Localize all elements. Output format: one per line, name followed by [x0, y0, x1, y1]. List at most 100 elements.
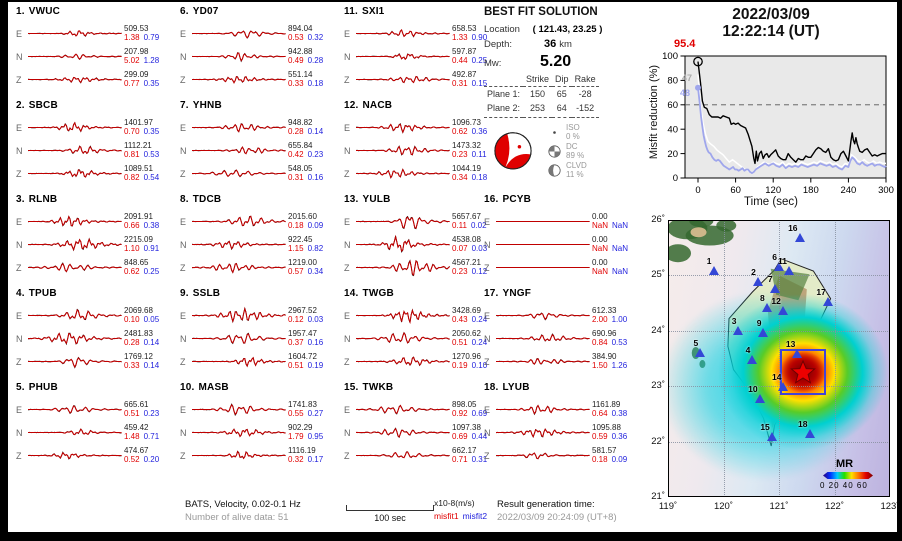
- waveform-values: 2215.09 1.10 0.91: [124, 235, 159, 253]
- misfit2-value: 0.24: [471, 337, 488, 347]
- map-station-number: 16: [788, 223, 798, 234]
- station-block-SSLB: 9. SSLB E 2967.52 0.12 0.03 N 1957.47 0.37 0.16 Z 1…: [180, 288, 334, 373]
- waveform-row: E 658.53 1.33 0.90: [344, 22, 490, 45]
- map-station-triangle-icon: [804, 429, 815, 439]
- misfit2-value: 0.03: [471, 243, 488, 253]
- waveform-trace: [28, 428, 122, 436]
- misfit2-value: 0.71: [143, 431, 160, 441]
- clvd-name: CLVD: [566, 161, 587, 170]
- waveform-trace: [496, 312, 590, 321]
- channel-label: Z: [484, 356, 490, 367]
- waveform-values: 1095.88 0.59 0.36: [592, 423, 627, 441]
- svg-text:0: 0: [673, 173, 678, 184]
- colorbar-label: MR: [836, 458, 854, 470]
- station-header: 18. LYUB: [484, 382, 638, 398]
- station-block-TDCB: 8. TDCB E 2015.60 0.18 0.09 N 922.45 1.15 0.82 Z 12…: [180, 194, 334, 279]
- misfit-values: 0.69 0.44: [452, 432, 487, 442]
- misfit1-value: 0.49: [288, 55, 304, 65]
- waveform-row: N 207.98 5.02 1.28: [16, 45, 170, 68]
- waveform-trace: [192, 403, 286, 416]
- waveform-trace: [356, 427, 450, 439]
- event-date: 2022/03/09: [732, 6, 810, 23]
- channel-label: Z: [16, 450, 22, 461]
- misfit-values: 0.55 0.27: [288, 408, 324, 419]
- svg-text:300: 300: [878, 185, 894, 196]
- lon-tick-label: 122˚: [824, 501, 844, 512]
- frame-top: [0, 0, 902, 2]
- misfit2-value: 0.18: [307, 78, 324, 88]
- amplitude-value: 581.57: [592, 446, 617, 455]
- waveform-values: 1089.51 0.82 0.54: [124, 164, 159, 183]
- station-header: 16. PCYB: [484, 194, 638, 210]
- channel-label: Z: [16, 262, 22, 273]
- station-header: 4. TPUB: [16, 288, 170, 304]
- waveform-trace: [28, 169, 122, 178]
- waveform-values: 4538.08 0.07 0.03: [452, 235, 488, 253]
- channel-label: E: [16, 28, 23, 39]
- waveform-trace: [192, 306, 286, 324]
- misfit2-value: 0.16: [307, 172, 324, 182]
- misfit1-value: 0.37: [288, 337, 304, 347]
- solution-depth-row: Depth: 36 km: [484, 38, 638, 50]
- best-fit-solution-panel: BEST FIT SOLUTION Location ( 121.43, 23.…: [484, 6, 638, 190]
- channel-label: Z: [344, 356, 350, 367]
- channel-label: N: [344, 239, 351, 250]
- waveform-trace: [356, 308, 450, 325]
- waveform-row: N 2050.62 0.51 0.24: [344, 327, 490, 350]
- station-number: 5.: [16, 382, 25, 393]
- misfit2-value: 0.27: [307, 408, 324, 418]
- waveform-values: 2481.83 0.28 0.14: [124, 329, 159, 347]
- waveform-trace: [192, 262, 286, 274]
- station-code: MASB: [198, 382, 229, 393]
- mw-label: Mw:: [484, 58, 502, 69]
- misfit2-value: 0.35: [143, 78, 160, 88]
- amplitude-value: 662.17: [452, 446, 477, 455]
- map-station-triangle-icon: [778, 382, 789, 392]
- fault-plane-box: [779, 349, 826, 396]
- station-code: YNGF: [502, 288, 532, 299]
- amplitude-value: 474.67: [124, 446, 149, 455]
- map-station-triangle-icon: [747, 354, 758, 364]
- misfit-values: 0.82 0.54: [124, 173, 159, 183]
- waveform-values: 2015.60 0.18 0.09: [288, 212, 323, 230]
- waveform-trace: [28, 356, 122, 369]
- waveform-row: N 4538.08 0.07 0.03: [344, 233, 490, 256]
- frame-left: [0, 0, 8, 541]
- misfit1-value: 1.38: [124, 32, 140, 42]
- misfit1-value: 0.62: [124, 266, 140, 276]
- waveform-values: 1112.21 0.81 0.53: [124, 141, 159, 159]
- channel-label: Z: [180, 262, 186, 273]
- map-station-number: 18: [798, 419, 808, 430]
- station-code: YD07: [192, 6, 219, 17]
- station-header: 5. PHUB: [16, 382, 170, 398]
- waveform-values: 459.42 1.48 0.71: [124, 423, 160, 442]
- map-station-triangle-icon: [822, 296, 833, 306]
- map-station-number: 13: [785, 339, 796, 350]
- waveform-values: 384.90 1.50 1.26: [592, 352, 628, 370]
- misfit-values: 0.42 0.23: [288, 150, 323, 160]
- misfit2-value: 1.26: [611, 360, 628, 370]
- time-scale-label: 100 sec: [374, 513, 406, 523]
- misfit-values: 1.48 0.71: [124, 431, 160, 442]
- waveform-values: 1219.00 0.57 0.34: [288, 258, 323, 276]
- station-header: 1. VWUC: [16, 6, 170, 22]
- waveform-row: N 2481.83 0.28 0.14: [16, 327, 170, 350]
- svg-text:0: 0: [695, 185, 700, 196]
- misfit2-legend: misfit2: [462, 511, 488, 521]
- waveform-trace: [28, 332, 122, 346]
- col-strike: Strike: [523, 74, 553, 87]
- channel-label: E: [16, 122, 23, 133]
- misfit1-value: NaN: [592, 220, 609, 230]
- misfit1-value: 0.59: [592, 431, 608, 441]
- misfit-values: 1.79 0.95: [288, 432, 323, 442]
- map-station-number: 15: [760, 422, 770, 433]
- waveform-trace: [356, 145, 450, 156]
- amplitude-value: 597.87: [452, 47, 477, 56]
- mechanism-row: ISO 0 % DC 89 % CLVD 11 %: [484, 123, 638, 180]
- event-time: 12:22:14 (UT): [722, 23, 820, 40]
- amplitude-value: 665.61: [124, 400, 149, 409]
- misfit2-value: 0.09: [611, 454, 628, 464]
- amplitude-value: 1769.12: [124, 352, 153, 361]
- station-code: NACB: [362, 100, 393, 111]
- misfit1-value: 0.84: [592, 337, 608, 347]
